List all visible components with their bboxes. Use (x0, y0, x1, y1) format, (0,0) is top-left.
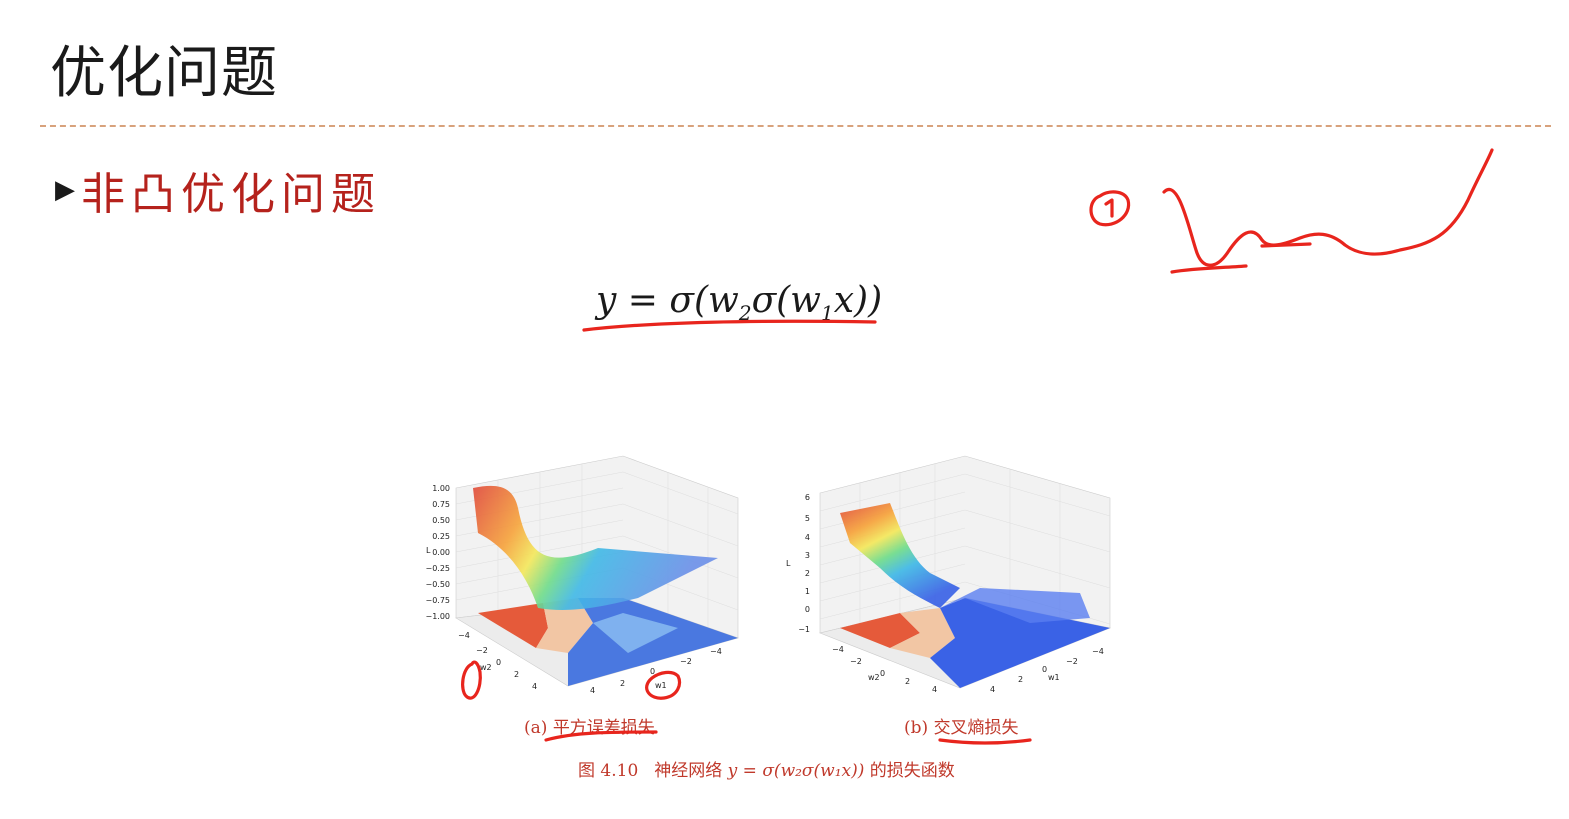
plot-a-z-tick: 0.00 (432, 548, 450, 557)
ink-caption-b-underline (938, 738, 1032, 745)
caption-b-text: 交叉熵损失 (933, 718, 1019, 738)
plot-b-w1-tick: 2 (1018, 675, 1023, 684)
plot-a-z-label: L (426, 546, 431, 555)
plot-b-z-label: L (786, 559, 791, 568)
plot-a-z-tick: 0.25 (432, 532, 450, 541)
plot-a-w2-tick: 2 (514, 670, 519, 679)
plot-a-z-tick: −0.50 (425, 580, 450, 589)
caption-a: (a) 平方误差损失 (524, 713, 655, 738)
figure-text-1: 神经网络 (654, 761, 728, 781)
plot-b-cross-entropy: 6 5 4 3 2 1 0 −1 L −4 −2 0 2 4 w2 4 2 0 … (786, 455, 1112, 694)
figure-caption: 图 4.10 神经网络 y = σ(w₂σ(w₁x)) 的损失函数 (578, 756, 955, 781)
plot-b-w2-tick: 2 (905, 677, 910, 686)
plot-a-w1-label: w1 (655, 681, 667, 690)
plot-a-z-tick: 0.75 (432, 500, 450, 509)
plot-b-w2-tick: −2 (850, 657, 862, 666)
bullet-text: 非凸优化问题 (81, 169, 381, 220)
plot-a-z-tick: −0.75 (425, 596, 450, 605)
plot-a-z-tick: −0.25 (425, 564, 450, 573)
plot-a-w1-tick: −4 (710, 647, 722, 656)
figure-text-2: 的损失函数 (864, 761, 955, 781)
plot-a-z-ticks: 1.00 0.75 0.50 0.25 0.00 −0.25 −0.50 −0.… (425, 484, 450, 621)
plot-a-w1-tick: −2 (680, 657, 692, 666)
plot-b-z-tick: 3 (805, 551, 810, 560)
plot-a-w2-tick: 4 (532, 682, 537, 691)
title-divider (40, 125, 1551, 127)
plot-b-w2-tick: 0 (880, 669, 885, 678)
figure-formula: y = σ(w₂σ(w₁x)) (727, 761, 865, 781)
plot-a-w2-tick: −2 (476, 646, 488, 655)
ink-nonconvex-curve (1162, 148, 1494, 267)
formula-eq: = σ(w (616, 280, 739, 321)
ink-underline-local (1260, 242, 1312, 248)
formula-mid: σ(w (751, 280, 821, 321)
plot-b-w2-tick: −4 (832, 645, 844, 654)
ink-underline-min (1170, 264, 1248, 274)
formula-tail: x)) (833, 280, 883, 321)
caption-b-prefix: (b) (904, 718, 934, 738)
formula-lhs: y (596, 280, 617, 321)
plot-a-w1-tick: 0 (650, 667, 655, 676)
caption-a-prefix: (a) (524, 718, 553, 738)
plot-a-w2-tick: −4 (458, 631, 470, 640)
plot-a-w2-tick: 0 (496, 658, 501, 667)
figure-number: 图 4.10 (578, 761, 639, 781)
plot-b-z-tick: 2 (805, 569, 810, 578)
plot-b-w1-tick: −2 (1066, 657, 1078, 666)
plot-a-z-tick: 0.50 (432, 516, 450, 525)
formula-sub2: 2 (738, 301, 752, 326)
plot-b-z-tick: −1 (798, 625, 810, 634)
plot-b-z-tick: 0 (805, 605, 810, 614)
plot-a-w1-tick: 4 (590, 686, 595, 695)
plot-a-w1-tick: 2 (620, 679, 625, 688)
plot-b-z-tick: 6 (805, 493, 810, 502)
plot-b-z-tick: 5 (805, 514, 810, 523)
plot-a-squared-error: 1.00 0.75 0.50 0.25 0.00 −0.25 −0.50 −0.… (425, 455, 739, 695)
ink-circle-one (1089, 190, 1131, 227)
plot-b-w2-label: w2 (868, 673, 880, 682)
plot-a-w2-label: w2 (480, 663, 492, 672)
slide-title: 优化问题 (50, 41, 278, 106)
triangle-right-icon: ▶ (55, 175, 75, 205)
formula-sub1: 1 (821, 301, 834, 326)
caption-a-text: 平方误差损失 (552, 718, 655, 738)
plot-b-z-tick: 4 (805, 533, 810, 542)
plot-b-z-tick: 1 (805, 587, 810, 596)
network-formula: y = σ(w2σ(w1x)) (596, 280, 882, 325)
plot-b-w2-tick: 4 (932, 685, 937, 694)
plot-a-z-tick: −1.00 (425, 612, 450, 621)
plot-b-w1-label: w1 (1048, 673, 1060, 682)
plot-b-w1-tick: −4 (1092, 647, 1104, 656)
ink-digit-one (1104, 198, 1114, 218)
plot-b-w1-tick: 4 (990, 685, 995, 694)
plot-b-w1-tick: 0 (1042, 665, 1047, 674)
bullet-item: ▶ 非凸优化问题 (55, 158, 381, 222)
plot-a-z-tick: 1.00 (432, 484, 450, 493)
caption-b: (b) 交叉熵损失 (904, 713, 1019, 738)
